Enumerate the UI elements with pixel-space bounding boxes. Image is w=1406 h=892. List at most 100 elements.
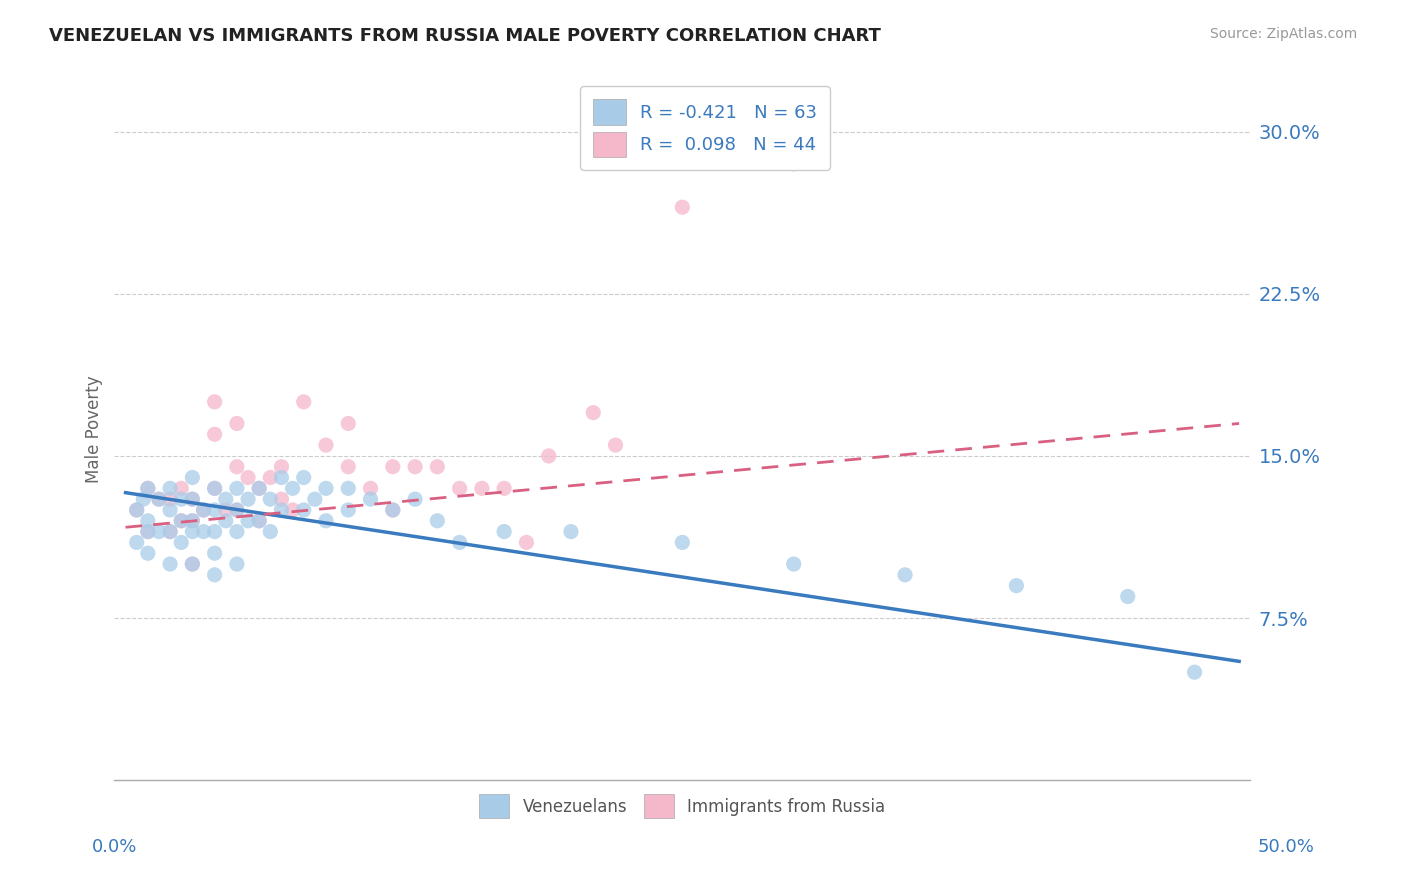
Text: 50.0%: 50.0% (1258, 838, 1315, 855)
Point (181, 492, 204, 507)
Point (292, 503, 315, 517)
Point (270, 492, 292, 507)
Point (247, 481, 270, 495)
Point (193, 503, 215, 517)
Point (360, 492, 382, 507)
Point (471, 481, 494, 495)
Point (259, 524, 281, 539)
Point (148, 524, 170, 539)
Point (136, 481, 159, 495)
Point (170, 481, 193, 495)
Point (426, 514, 449, 528)
Point (170, 514, 193, 528)
Point (515, 535, 537, 549)
Point (204, 567, 226, 582)
Point (426, 459, 449, 474)
Point (782, 557, 804, 571)
Point (136, 546, 159, 560)
Point (225, 557, 247, 571)
Point (247, 514, 270, 528)
Point (170, 492, 193, 507)
Point (204, 481, 226, 495)
Point (181, 492, 204, 507)
Point (181, 514, 204, 528)
Point (181, 557, 204, 571)
Point (225, 417, 247, 431)
Point (315, 514, 337, 528)
Point (894, 567, 917, 582)
Point (381, 503, 404, 517)
Point (671, 200, 693, 214)
Text: 0.0%: 0.0% (91, 838, 136, 855)
Point (181, 514, 204, 528)
Point (381, 459, 404, 474)
Point (270, 459, 292, 474)
Point (204, 481, 226, 495)
Point (159, 492, 181, 507)
Point (494, 524, 516, 539)
Point (193, 503, 215, 517)
Point (236, 470, 259, 484)
Legend: Venezuelans, Immigrants from Russia: Venezuelans, Immigrants from Russia (472, 788, 891, 825)
Point (181, 557, 204, 571)
Point (292, 470, 315, 484)
Point (449, 481, 471, 495)
Point (132, 492, 155, 507)
Point (159, 481, 181, 495)
Point (315, 438, 337, 452)
Text: VENEZUELAN VS IMMIGRANTS FROM RUSSIA MALE POVERTY CORRELATION CHART: VENEZUELAN VS IMMIGRANTS FROM RUSSIA MAL… (49, 27, 882, 45)
Point (259, 470, 281, 484)
Point (136, 524, 159, 539)
Point (494, 481, 516, 495)
Point (270, 470, 292, 484)
Point (315, 481, 337, 495)
Point (193, 524, 215, 539)
Point (136, 481, 159, 495)
Point (225, 503, 247, 517)
Y-axis label: Male Poverty: Male Poverty (86, 375, 103, 483)
Point (225, 524, 247, 539)
Point (292, 394, 315, 409)
Point (449, 535, 471, 549)
Point (404, 459, 426, 474)
Point (159, 557, 181, 571)
Point (204, 524, 226, 539)
Point (1184, 665, 1206, 680)
Point (1116, 590, 1139, 604)
Point (215, 503, 238, 517)
Point (159, 503, 181, 517)
Point (259, 492, 281, 507)
Point (537, 449, 560, 463)
Point (337, 417, 360, 431)
Point (136, 524, 159, 539)
Point (270, 503, 292, 517)
Point (204, 394, 226, 409)
Point (281, 481, 304, 495)
Point (125, 503, 148, 517)
Point (225, 459, 247, 474)
Point (1005, 579, 1028, 593)
Point (404, 492, 426, 507)
Point (304, 492, 326, 507)
Point (181, 470, 204, 484)
Point (247, 481, 270, 495)
Point (225, 503, 247, 517)
Point (560, 524, 582, 539)
Point (236, 492, 259, 507)
Point (181, 524, 204, 539)
Point (605, 438, 627, 452)
Point (148, 492, 170, 507)
Point (582, 406, 605, 420)
Point (136, 514, 159, 528)
Point (125, 535, 148, 549)
Point (337, 481, 360, 495)
Point (204, 503, 226, 517)
Point (360, 481, 382, 495)
Point (381, 503, 404, 517)
Point (337, 503, 360, 517)
Point (170, 535, 193, 549)
Point (148, 492, 170, 507)
Point (281, 503, 304, 517)
Point (236, 514, 259, 528)
Point (125, 503, 148, 517)
